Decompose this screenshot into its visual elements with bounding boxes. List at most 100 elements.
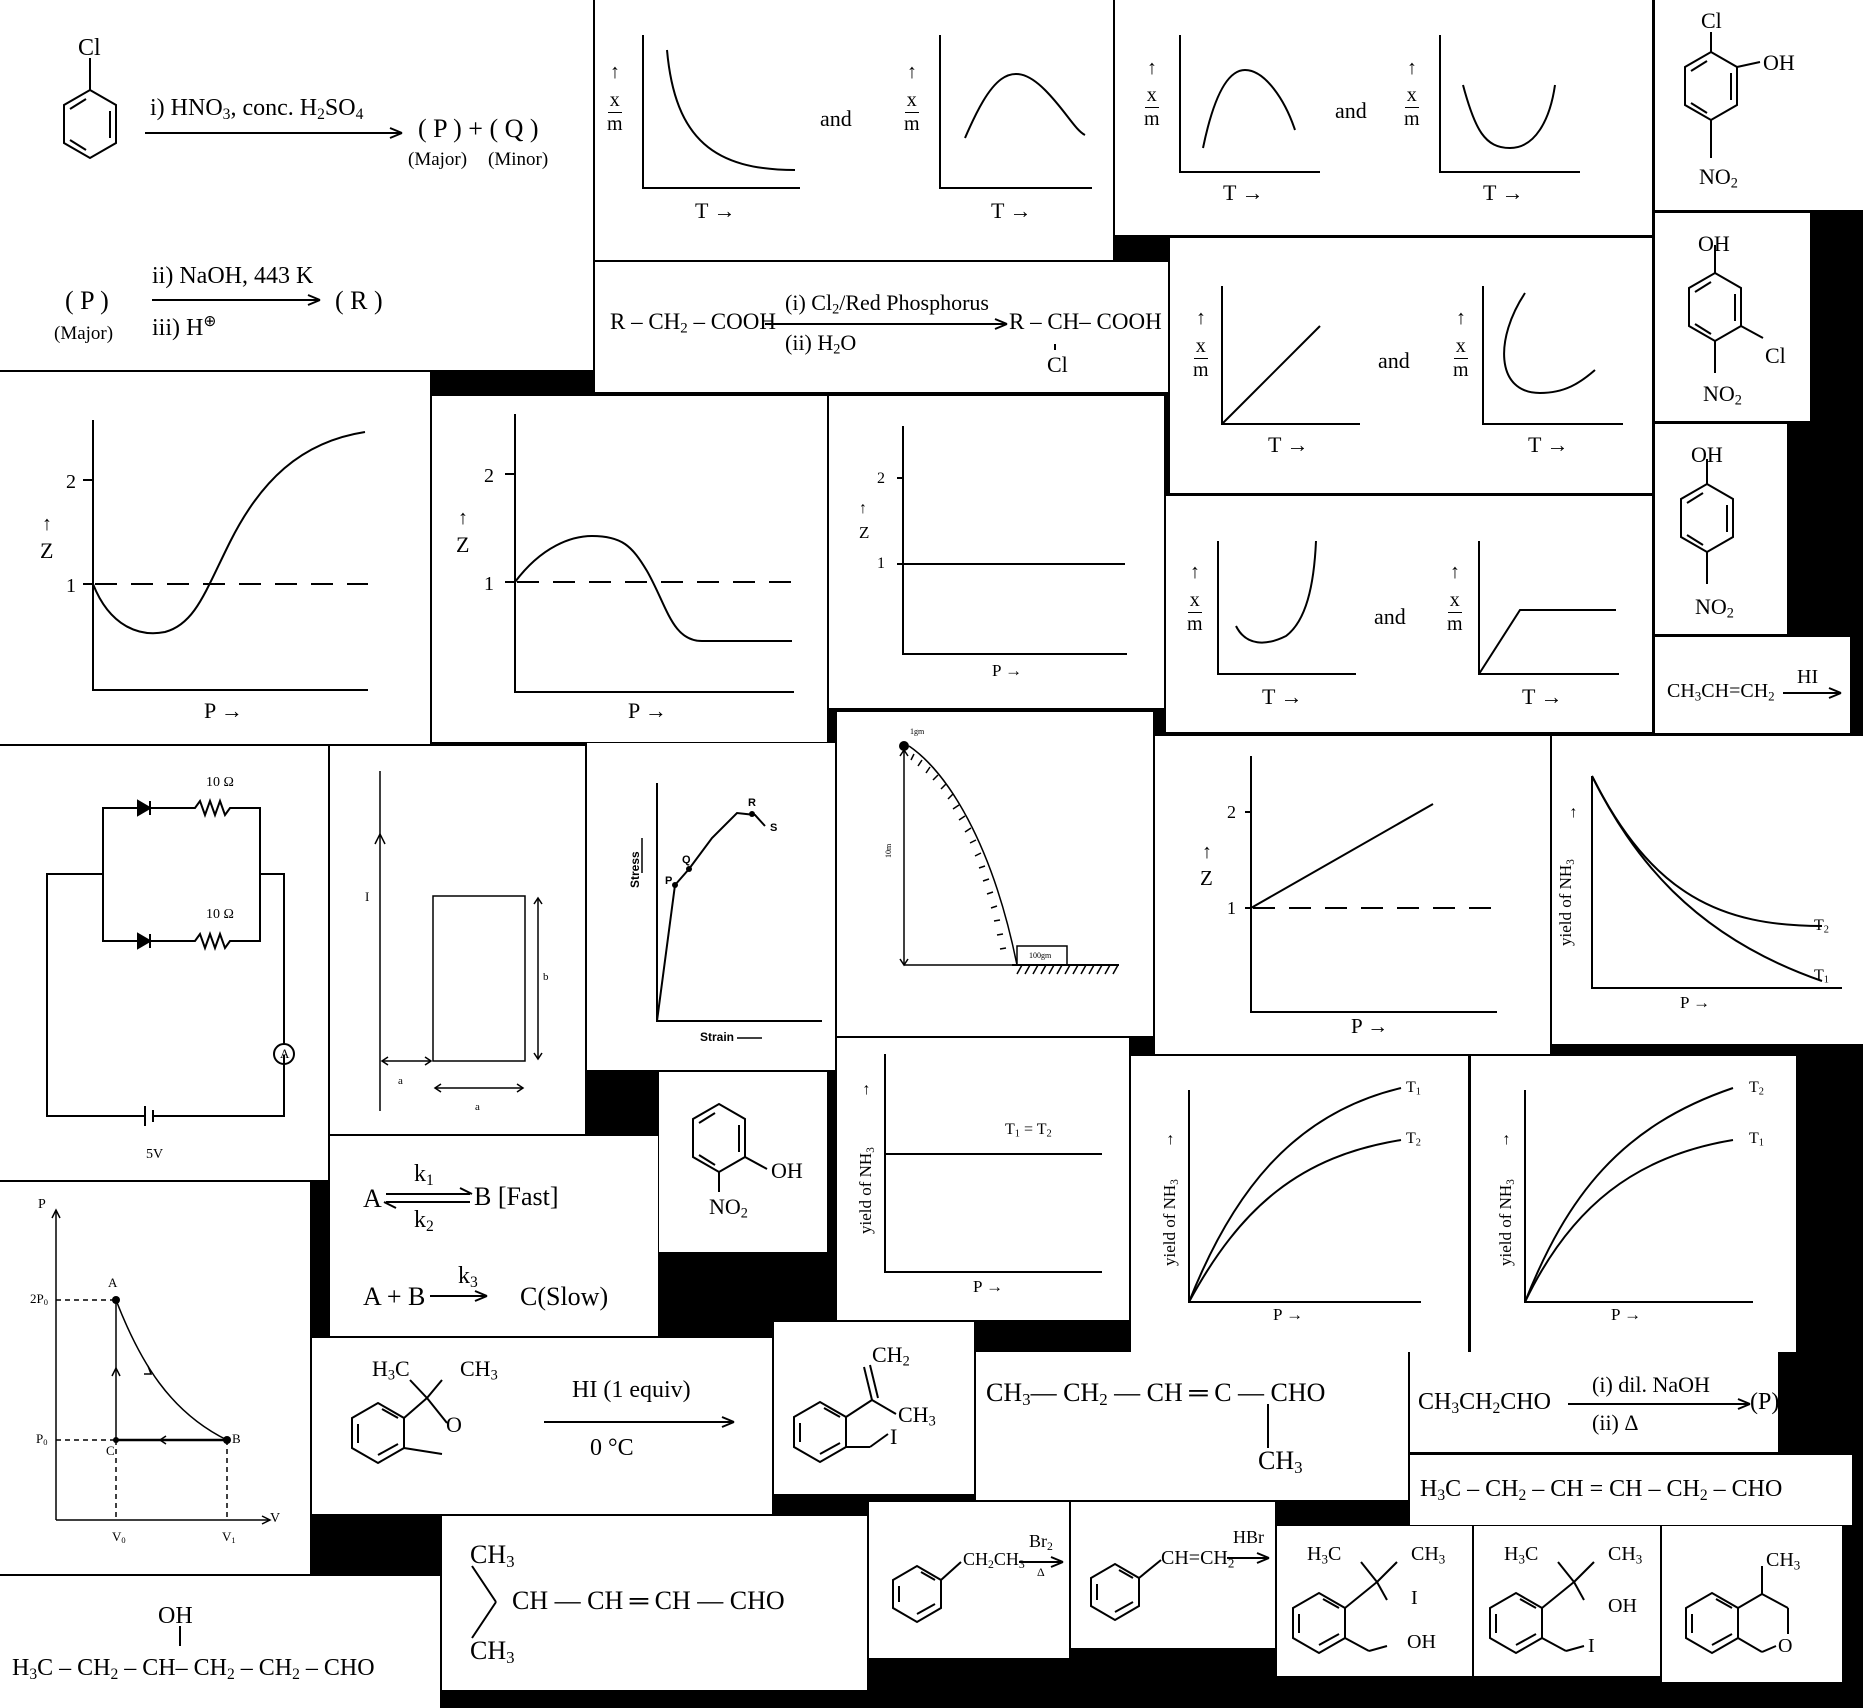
product-r: ( R ) [335,286,383,315]
equilibrium-arrows [383,1187,488,1302]
ethylbenzene-structure [892,1556,1064,1624]
bromine-reagent: Br2 [1029,1531,1053,1553]
propanal-formula: CH3CH2CHO [1418,1389,1551,1417]
up-arrow: ↑ [1196,307,1206,329]
methyl-bottom: CH3 [470,1636,515,1668]
hydroxyl-label: OH [1763,50,1795,75]
k2-label: k2 [414,1207,434,1235]
nh3-yield-label: yield of NH3 [856,1147,877,1234]
hvz-reagent-top: (i) Cl2/Red Phosphorus [785,290,989,318]
hvz-arrow [765,318,1056,350]
nitration-panel: Cl i) HNO3, conc. H2SO4 ( P ) + ( Q ) (M… [0,0,593,370]
hydroxyl-label: OH [1698,231,1730,256]
x-axis-label: T → [1528,432,1569,457]
naoh-reagent: ii) NaOH, 443 K [152,263,314,289]
p-axis-label: P → [1680,993,1711,1012]
oxygen-label: O [1778,1635,1793,1657]
heat-condition: (ii) Δ [1592,1410,1639,1435]
wire-loop [374,771,543,1111]
naoh-reagent: (i) dil. NaOH [1592,1372,1710,1397]
propene-panel: CH3CH=CH2 HI [1655,637,1850,733]
resistor-label-2: 10 Ω [206,907,234,922]
hydroxy-iodide-structure [1489,1561,1595,1655]
methyl-label: CH3 [898,1402,936,1430]
p-axis-label: P [38,1197,46,1212]
product-panel-2: H3C CH3 I OH [1277,1526,1472,1676]
t1-label: T1 [1749,1130,1764,1149]
z-label: Z [456,532,470,557]
v1-label: V1 [222,1529,236,1546]
chlorine-label: Cl [1765,343,1786,368]
nh3-curves-1 [1591,775,1842,989]
hvz-reactant: R – CH2 – COOH [610,309,776,337]
nh3-panel-3: yield of NH3 → P → T1 T2 [1131,1056,1468,1352]
v0-label: V0 [112,1529,126,1546]
tick-two: 2 [66,471,76,493]
hexenal-formula: H3C – CH2 – CH = CH – CH2 – CHO [1420,1476,1783,1504]
up-arrow: → [1160,1132,1177,1148]
x-axis-label: T → [1223,180,1264,205]
product-panel-3: H3C CH3 OH I [1474,1526,1660,1676]
tick-one: 1 [1227,898,1236,918]
methyl-label-left: H3C [372,1356,410,1384]
t1-label: T1 [1814,967,1829,986]
resistor-label-1: 10 Ω [206,775,234,790]
circuit-panel: 10 Ω 10 Ω A 5V [0,746,328,1180]
styrene-structure [1090,1552,1270,1622]
v-axis-label: V [270,1511,281,1526]
methyl-label-right: CH3 [1411,1543,1446,1567]
hvz-reagent-bottom: (ii) H2O [785,330,857,358]
nh3-yield-label: yield of NH3 [1160,1179,1181,1266]
chloronitrophenol-structure-2 [1688,245,1764,373]
t2-label: T2 [1406,1130,1421,1149]
hydroxy-bond [179,1626,181,1646]
p-axis-label: P → [204,698,243,723]
point-c-label: C [106,1443,115,1458]
ammeter-label: A [280,1046,290,1061]
acid-reagent: iii) H⊕ [152,313,217,341]
up-arrow: ↑ [1450,561,1460,583]
and-label: and [1335,98,1367,123]
nitro-label: NO2 [1703,381,1742,409]
chlorine-label: Cl [1701,8,1722,33]
aldol-product: (P) [1750,1389,1778,1415]
hydroxyl-label: OH [1608,1595,1637,1617]
t1-label: T1 [1406,1079,1421,1098]
z-label: Z [1200,866,1213,890]
up-arrow: → [856,1082,873,1098]
hbr-reagent: HBr [1233,1527,1264,1547]
iodine-label: I [1411,1587,1418,1609]
aldol-panel: CH3CH2CHO (i) dil. NaOH (ii) Δ (P) [1410,1352,1778,1452]
hvz-panel: R – CH2 – COOH (i) Cl2/Red Phosphorus (i… [595,262,1168,392]
x-axis-label: T → [1268,432,1309,457]
x-axis-label: T → [695,198,736,223]
and-label: and [820,106,852,131]
hydroxyl-label: OH [1407,1631,1436,1653]
t1-equals-t2-label: T1 = T2 [1005,1121,1052,1140]
z-curve-1 [83,420,368,691]
propene-arrow [1783,687,1842,699]
methylene-label: CH2 [872,1342,910,1370]
chlorobenzene-structure [63,58,403,306]
hydroxy-panel: OH H3C – CH2 – CH– CH2 – CH2 – CHO [0,1576,440,1708]
tick-one: 1 [484,573,494,595]
methyl-label: CH3 [1766,1549,1801,1573]
iodo-alcohol-structure [1292,1561,1398,1655]
battery-label: 5V [146,1147,164,1162]
adsorption-curves-3 [1221,286,1623,425]
nh3-panel-1: yield of NH3 → P → T2 T1 [1552,736,1863,1044]
nh3-yield-label: yield of NH3 [1496,1179,1517,1266]
kinetics-panel: A k1 k2 B [Fast] A + B k3 C(Slow) [330,1136,658,1336]
nitration-reagent: i) HNO3, conc. H2SO4 [150,95,364,123]
z-plot-panel-2: 2 1 ↑ Z P → [432,396,827,742]
k1-label: k1 [414,1161,434,1189]
o-nitrophenol-structure [692,1102,768,1192]
methyl-label-left: H3C [1307,1543,1342,1567]
point-r: R [748,797,756,809]
hi-reagent: HI [1797,666,1819,688]
height-label: 10m [884,843,893,858]
